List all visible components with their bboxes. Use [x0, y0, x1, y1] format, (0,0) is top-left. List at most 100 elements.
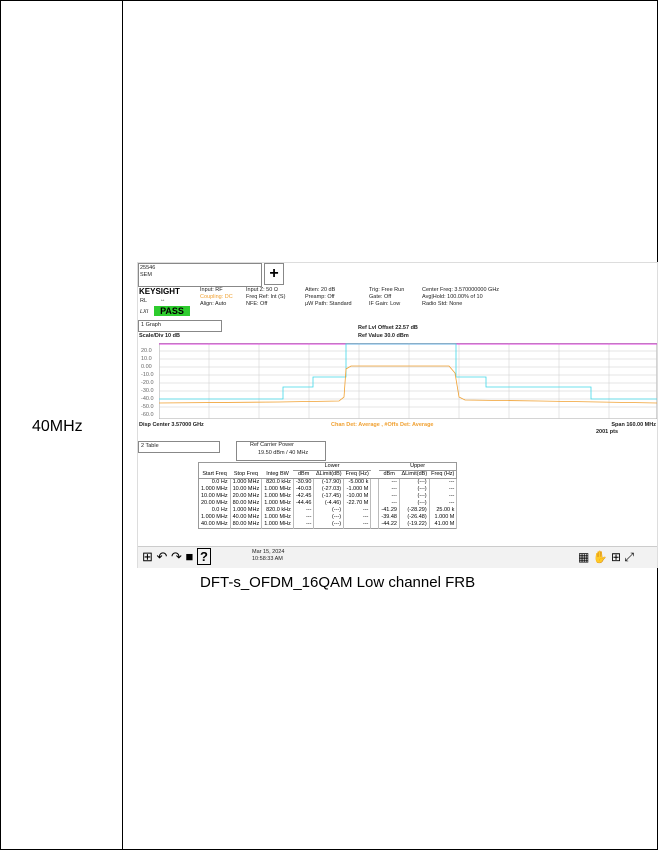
- group: Lower: [293, 462, 371, 471]
- cell: (---): [313, 507, 345, 514]
- y-label: 10.0: [141, 356, 152, 362]
- cell: -30.90: [293, 478, 315, 486]
- y-label: -60.0: [141, 412, 154, 418]
- gap: [370, 486, 380, 493]
- cell: ---: [293, 521, 315, 529]
- cell: 820.0 kHz: [261, 507, 294, 514]
- cell: (-17.90): [313, 478, 345, 486]
- ref-box: [236, 441, 326, 461]
- cell: 1.000 M: [429, 514, 458, 521]
- cell: 1.000 MHz: [261, 500, 294, 507]
- y-label: 0.00: [141, 364, 152, 370]
- info-text: Gate: Off: [369, 294, 392, 300]
- date: Mar 15, 2024: [252, 549, 285, 555]
- scale: Scale/Div 10 dB: [139, 333, 180, 339]
- right-icons[interactable]: ▦ ✋ ⊞ ⤢: [578, 550, 634, 564]
- y-label: -10.0: [141, 372, 154, 378]
- ref-carrier: 19.50 dBm / 40 MHz: [258, 450, 309, 456]
- plot: [159, 343, 657, 419]
- cell: (-27.03): [313, 486, 345, 493]
- plot-frame: [159, 343, 657, 419]
- info-text: µW Path: Standard: [305, 301, 352, 307]
- span: Span 160.00 MHz: [611, 422, 656, 428]
- dropdown-line: SEM: [140, 272, 152, 278]
- dropdown[interactable]: [138, 263, 262, 287]
- graph-selector[interactable]: [138, 320, 222, 332]
- cell: 10.00 MHz: [230, 486, 263, 493]
- info-text: Input Z: 50 Ω: [246, 287, 278, 293]
- cell: 820.0 kHz: [261, 478, 294, 486]
- lxi: LXI: [140, 309, 149, 315]
- cell: 1.000 MHz: [261, 514, 294, 521]
- toolbar-icons[interactable]: ⊞ ↶ ↷ ■ ?: [142, 548, 211, 565]
- caption: DFT-s_OFDM_16QAM Low channel FRB: [200, 574, 476, 591]
- spacer: [199, 463, 294, 471]
- gap: [370, 507, 380, 514]
- center: Disp Center 3.57000 GHz: [139, 422, 204, 428]
- cell: ---: [343, 514, 372, 521]
- brand: KEYSIGHT: [139, 287, 180, 296]
- time: 10:58:33 AM: [252, 556, 283, 562]
- cell: 25.00 k: [429, 507, 458, 514]
- gap: [370, 521, 380, 529]
- arrow: ↔: [160, 297, 166, 303]
- info-text: Align: Auto: [200, 301, 227, 307]
- y-label: -40.0: [141, 396, 154, 402]
- cell: -5.000 k: [343, 478, 372, 486]
- add-button[interactable]: +: [264, 263, 284, 285]
- header: dBm: [378, 470, 400, 479]
- dropdown-line: 25546: [140, 265, 156, 271]
- cell: (-26.48): [399, 514, 430, 521]
- header: Freq (Hz): [429, 470, 457, 479]
- cell: -42.45: [293, 493, 315, 500]
- cell: 0.0 Hz: [198, 478, 231, 486]
- grid: [159, 343, 657, 419]
- info-text: Avg|Hold: 100.00% of 10: [422, 294, 483, 300]
- cell: ---: [293, 507, 315, 514]
- cell: ---: [429, 478, 458, 486]
- graph-selector-text: 1 Graph: [141, 322, 161, 328]
- cell: 1.000 MHz: [261, 486, 294, 493]
- gap: [370, 478, 380, 486]
- row: 1.000 MHz 40.00 MHz 1.000 MHz --- (---) --- -3…: [198, 514, 458, 521]
- cell: (---): [399, 478, 430, 486]
- cell: (-17.45): [313, 493, 345, 500]
- header-row: Start Freq Stop Freq Integ BW dBm ΔLimit(dB)…: [198, 470, 457, 479]
- cell: 1.000 MHz: [198, 514, 231, 521]
- table-selector[interactable]: [138, 441, 220, 453]
- gap: [370, 500, 380, 507]
- group-row: Lower Upper: [199, 462, 457, 471]
- row: 10.00 MHz 20.00 MHz 1.000 MHz -42.45 (-17.45…: [198, 493, 458, 500]
- header: dBm: [293, 470, 314, 479]
- column-divider: [122, 0, 123, 850]
- cell: ---: [293, 514, 315, 521]
- cell: ---: [343, 507, 372, 514]
- header: Freq (Hz): [343, 470, 371, 479]
- info-text: NFE: Off: [246, 301, 268, 307]
- table-selector-text: 2 Table: [141, 443, 159, 449]
- row: 40.00 MHz 80.00 MHz 1.000 MHz --- (---) --- -4…: [198, 521, 458, 529]
- cell: ---: [429, 486, 458, 493]
- header: Integ BW: [261, 470, 294, 479]
- cell: -39.48: [378, 514, 400, 521]
- cell: ---: [378, 500, 400, 507]
- gap: [371, 463, 379, 471]
- cell: 1.000 MHz: [261, 521, 294, 529]
- cell: (-4.46): [313, 500, 345, 507]
- cell: (---): [313, 521, 345, 529]
- cell: ---: [429, 500, 458, 507]
- info-text: Preamp: Off: [305, 294, 335, 300]
- cell: 1.000 MHz: [230, 478, 263, 486]
- cell: -22.70 M: [343, 500, 372, 507]
- cell: ---: [378, 478, 400, 486]
- cell: 20.00 MHz: [198, 500, 231, 507]
- trace: [159, 365, 657, 404]
- cell: 0.0 Hz: [198, 507, 231, 514]
- toolbar: [138, 546, 657, 568]
- header: Stop Freq: [230, 470, 262, 479]
- cell: -10.00 M: [343, 493, 372, 500]
- gap: [370, 470, 379, 479]
- cell: (---): [399, 500, 430, 507]
- ref-title: Ref Carrier Power: [250, 442, 295, 448]
